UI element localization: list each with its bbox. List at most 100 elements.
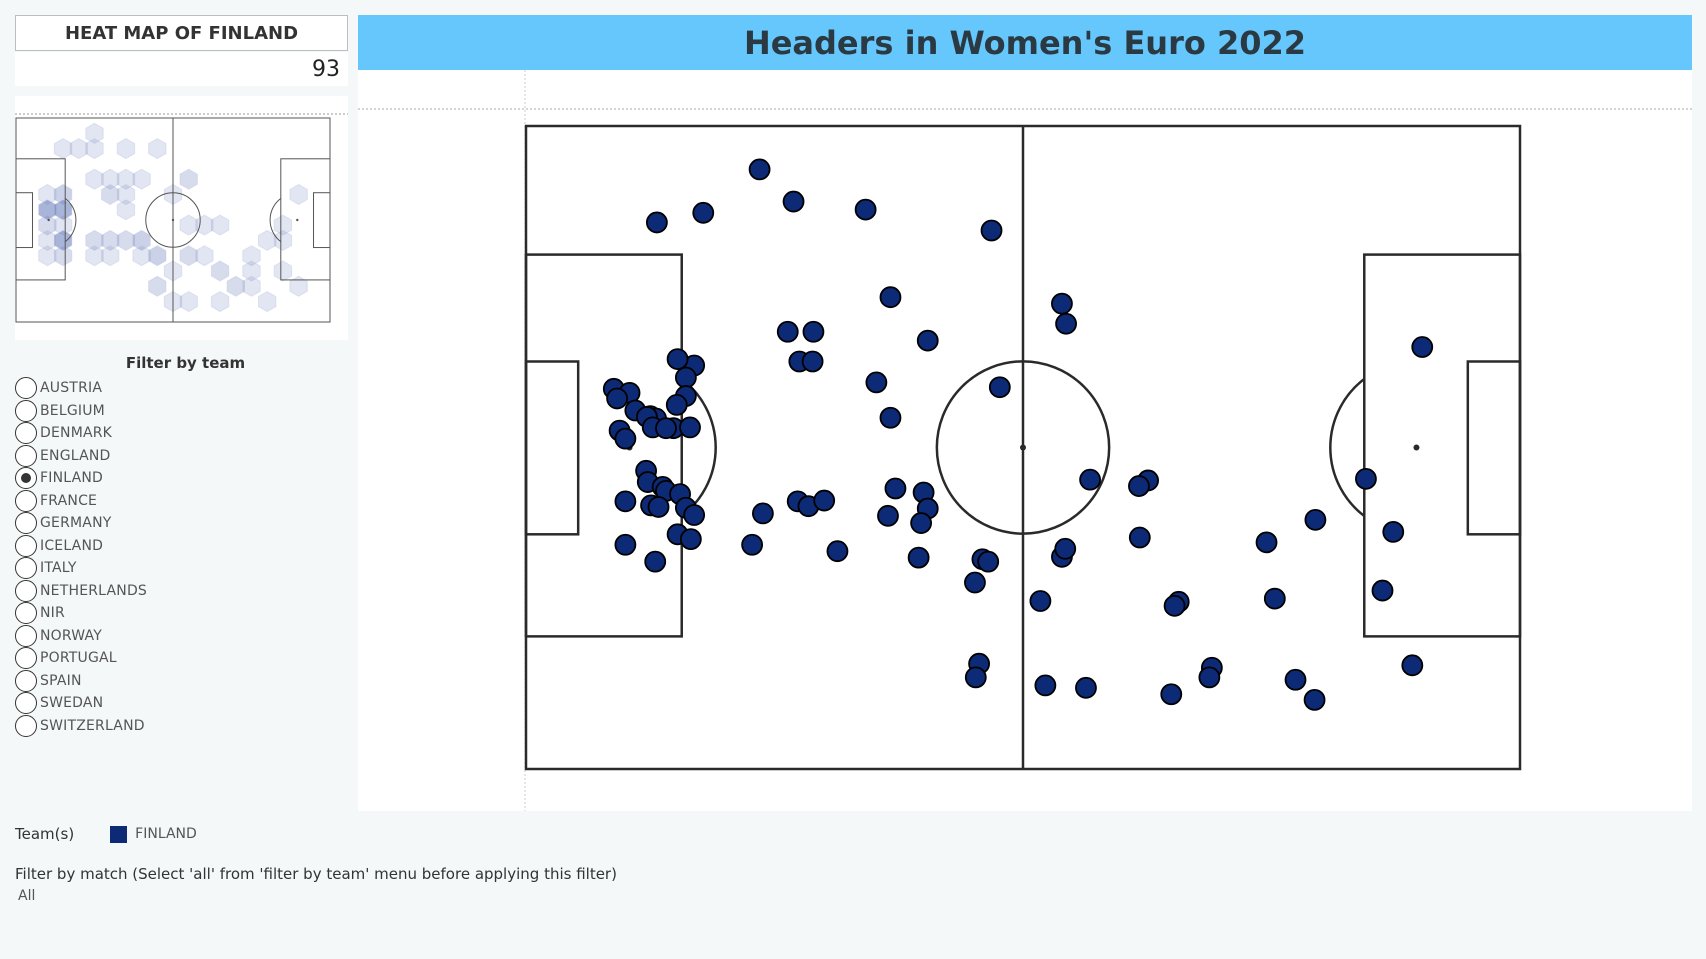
team-option-norway[interactable]: NORWAY <box>15 624 348 648</box>
heat-hex <box>101 245 120 267</box>
header-point <box>606 387 629 410</box>
header-point <box>1051 292 1073 315</box>
team-option-belgium[interactable]: BELGIUM <box>15 399 348 423</box>
team-option-label: DENMARK <box>40 425 113 442</box>
heat-hex <box>258 291 277 313</box>
right-six-yard-box <box>1466 360 1522 536</box>
left-penalty-arc <box>680 377 717 518</box>
header-point <box>964 571 986 594</box>
chart-title: Headers in Women's Euro 2022 <box>358 15 1692 70</box>
right-penalty-box <box>1363 253 1522 638</box>
header-point <box>683 504 706 526</box>
radio-button[interactable] <box>15 579 37 602</box>
team-option-label: NORWAY <box>40 627 102 644</box>
radio-button[interactable] <box>15 534 37 557</box>
team-option-switzerland[interactable]: SWITZERLAND <box>15 714 348 738</box>
header-point <box>988 376 1011 399</box>
heat-hex <box>148 245 167 267</box>
radio-button[interactable] <box>15 467 37 490</box>
heat-hex <box>85 122 104 144</box>
heat-hex <box>289 275 308 297</box>
team-option-portugal[interactable]: PORTUGAL <box>15 647 348 670</box>
header-point <box>801 350 824 373</box>
team-option-italy[interactable]: ITALY <box>15 557 348 580</box>
heat-hex <box>116 183 136 206</box>
heat-hex <box>85 245 104 267</box>
right-penalty-arc <box>269 197 282 243</box>
chart-panel: Headers in Women's Euro 2022 <box>358 15 1692 811</box>
heat-hex <box>258 229 277 251</box>
heat-hex <box>195 214 214 236</box>
heatmap-title: HEAT MAP OF FINLAND <box>15 15 348 51</box>
team-option-swedan[interactable]: SWEDAN <box>15 692 348 715</box>
radio-button[interactable] <box>15 512 37 535</box>
pitch-scatter <box>358 70 1692 811</box>
team-option-germany[interactable]: GERMANY <box>15 512 348 535</box>
radio-button[interactable] <box>15 444 37 467</box>
heat-hex <box>226 275 245 297</box>
header-point <box>910 512 933 534</box>
team-option-finland[interactable]: FINLAND <box>15 467 348 490</box>
heat-hex <box>116 168 136 190</box>
radio-button[interactable] <box>15 557 37 580</box>
team-option-netherlands[interactable]: NETHERLANDS <box>15 579 348 603</box>
header-count: 93 <box>15 52 348 86</box>
header-point <box>1263 587 1286 610</box>
heatmap-minimap <box>15 96 348 340</box>
team-option-label: NIR <box>40 605 65 622</box>
radio-button[interactable] <box>15 669 37 692</box>
radio-button[interactable] <box>15 422 37 445</box>
left-six-yard-box <box>15 192 33 249</box>
team-option-denmark[interactable]: DENMARK <box>15 422 348 445</box>
header-point <box>647 496 670 518</box>
heat-hex <box>116 229 136 251</box>
header-point <box>666 348 689 370</box>
heat-hex <box>210 291 230 313</box>
header-point <box>674 366 697 389</box>
header-point <box>679 416 701 439</box>
header-point <box>1160 683 1183 706</box>
header-point <box>879 286 902 309</box>
heat-hex <box>85 138 104 160</box>
header-point <box>1029 590 1052 612</box>
heat-hex <box>85 229 104 251</box>
radio-button[interactable] <box>15 624 37 647</box>
legend-title: Team(s) <box>15 825 75 843</box>
header-point <box>1198 666 1221 689</box>
header-point <box>1355 467 1377 490</box>
header-point <box>645 211 668 234</box>
radio-button[interactable] <box>15 399 37 422</box>
team-option-nir[interactable]: NIR <box>15 602 348 625</box>
centre-spot <box>171 218 175 222</box>
header-point <box>865 371 888 394</box>
team-option-france[interactable]: FRANCE <box>15 489 348 513</box>
team-option-iceland[interactable]: ICELAND <box>15 534 348 558</box>
heat-hex <box>132 168 151 190</box>
heat-hex <box>242 245 261 267</box>
match-filter-dropdown[interactable]: All <box>18 888 36 904</box>
header-point <box>679 528 702 551</box>
team-option-england[interactable]: ENGLAND <box>15 444 348 468</box>
team-option-spain[interactable]: SPAIN <box>15 669 348 693</box>
team-option-label: PORTUGAL <box>40 650 117 667</box>
heat-hex <box>210 214 230 236</box>
radio-button[interactable] <box>15 692 37 715</box>
radio-button[interactable] <box>15 647 37 670</box>
radio-button[interactable] <box>15 602 37 625</box>
heat-hex <box>179 291 198 313</box>
heat-hex <box>38 245 57 267</box>
heat-hex <box>116 138 136 160</box>
team-option-label: BELGIUM <box>40 402 105 419</box>
legend-label-finland: FINLAND <box>135 826 197 842</box>
left-penalty-spot <box>47 218 50 222</box>
team-option-austria[interactable]: AUSTRIA <box>15 377 348 400</box>
header-point <box>1371 579 1394 602</box>
heat-hex <box>273 214 293 236</box>
radio-button[interactable] <box>15 489 37 512</box>
header-point <box>1055 312 1077 335</box>
heat-hex <box>53 245 73 267</box>
radio-button[interactable] <box>15 714 37 737</box>
header-point <box>644 550 667 573</box>
team-option-label: ENGLAND <box>40 447 111 464</box>
radio-button[interactable] <box>15 377 37 400</box>
